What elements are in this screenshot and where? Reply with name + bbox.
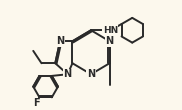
Text: N: N bbox=[87, 69, 95, 79]
Text: N: N bbox=[106, 36, 114, 46]
Text: HN: HN bbox=[103, 26, 118, 35]
Text: N: N bbox=[56, 36, 64, 46]
Text: N: N bbox=[64, 69, 72, 79]
Text: F: F bbox=[33, 98, 39, 108]
